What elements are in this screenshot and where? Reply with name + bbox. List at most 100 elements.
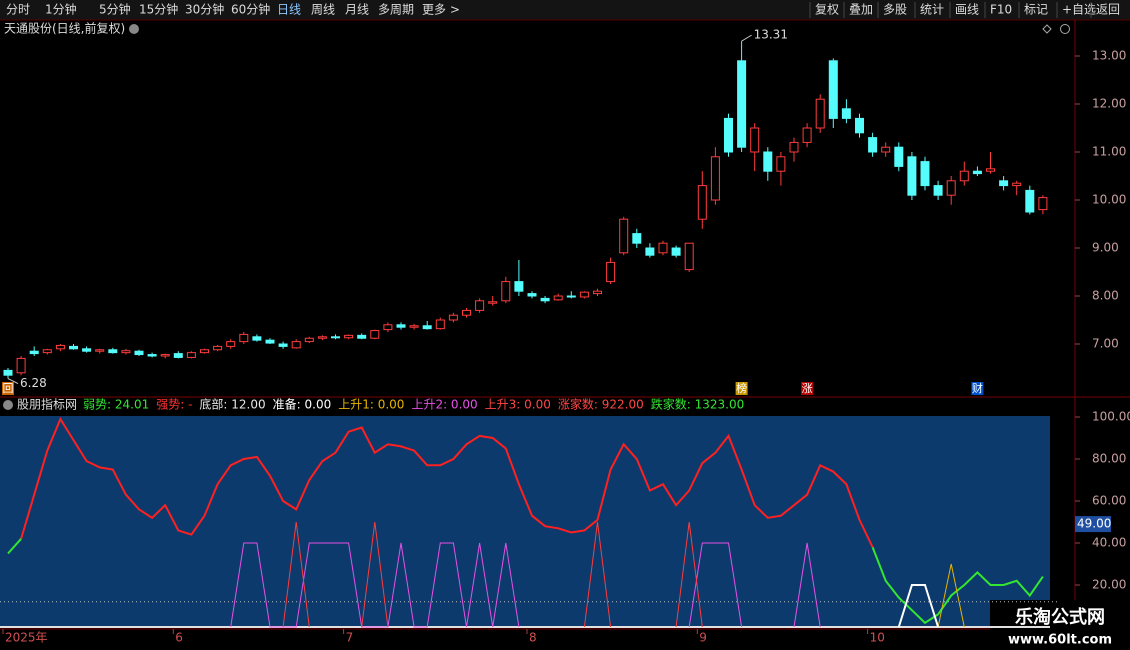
y-tick-label: 40.00 xyxy=(1092,536,1126,550)
menu-icon[interactable] xyxy=(129,24,139,34)
candle-body xyxy=(789,141,799,153)
candle-body xyxy=(160,354,170,357)
toolbar-item[interactable]: 复权 xyxy=(815,3,839,17)
date-label: 8 xyxy=(529,631,537,645)
candle-body xyxy=(409,325,419,328)
candle-body xyxy=(815,98,825,129)
candle-body xyxy=(226,341,236,347)
event-badge[interactable] xyxy=(801,382,814,395)
candle-body xyxy=(186,352,196,358)
candle-body xyxy=(946,180,956,196)
legend-item: 涨家数: 922.00 xyxy=(558,397,644,412)
toolbar-item[interactable]: 60分钟 xyxy=(231,2,270,17)
candle-body xyxy=(134,350,144,356)
candle-body xyxy=(462,309,471,316)
candle-body xyxy=(750,127,760,153)
toolbar-item[interactable]: 多股 xyxy=(883,3,907,17)
candle-body xyxy=(619,218,629,254)
legend-item: 跌家数: 1323.00 xyxy=(651,397,744,412)
candle-body xyxy=(855,117,864,134)
date-label: 7 xyxy=(346,631,354,645)
candle-body xyxy=(894,146,904,167)
date-label: 10 xyxy=(870,631,885,645)
candle-body xyxy=(422,325,432,330)
candle-body xyxy=(566,295,576,298)
extreme-pointer xyxy=(741,34,752,42)
event-label[interactable]: 财 xyxy=(972,381,983,395)
candle-body xyxy=(606,261,616,283)
event-badge[interactable] xyxy=(971,382,984,395)
toolbar-item[interactable]: 周线 xyxy=(311,3,335,17)
date-label: 9 xyxy=(699,631,707,645)
event-badge[interactable] xyxy=(2,382,14,395)
diamond-icon[interactable] xyxy=(1042,24,1052,34)
candle-body xyxy=(776,156,786,172)
y-tick-label: 13.00 xyxy=(1092,49,1126,63)
toolbar-item[interactable]: 日线 xyxy=(277,3,301,17)
candle-body xyxy=(828,60,838,119)
candle-body xyxy=(881,146,891,153)
toolbar-item[interactable]: 月线 xyxy=(345,3,369,17)
y-tick-label: 11.00 xyxy=(1092,145,1126,159)
toolbar-item[interactable]: F10 xyxy=(990,3,1012,17)
candle-body xyxy=(658,242,668,254)
toolbar-item[interactable]: 返回 xyxy=(1096,3,1120,17)
candle-body xyxy=(671,247,681,256)
event-label[interactable]: 涨 xyxy=(802,382,813,395)
candle-body xyxy=(959,170,969,182)
candle-body xyxy=(868,137,878,153)
candle-body xyxy=(435,319,445,330)
watermark-title: 乐淘公式网 xyxy=(1015,606,1105,628)
toolbar-item[interactable]: 30分钟 xyxy=(185,2,224,17)
indicator-line xyxy=(282,521,703,628)
candle-body xyxy=(933,185,943,196)
legend-item: 准备: 0.00 xyxy=(273,398,332,412)
candle-body xyxy=(291,341,301,349)
candle-body xyxy=(986,168,995,172)
toolbar-item[interactable]: 标记 xyxy=(1024,3,1048,17)
candle-body xyxy=(108,349,118,354)
toolbar-item[interactable]: 多周期 xyxy=(378,3,414,17)
circle-icon[interactable] xyxy=(1060,24,1070,34)
value-marker-label: 49.00 xyxy=(1077,517,1111,531)
toolbar-item[interactable]: 1分钟 xyxy=(45,2,77,17)
toolbar-item[interactable]: 画线 xyxy=(955,3,979,17)
legend-item: 上升2: 0.00 xyxy=(411,398,477,412)
toolbar-item[interactable]: 叠加 xyxy=(849,3,873,17)
candle-body xyxy=(593,290,602,295)
extreme-label: 6.28 xyxy=(20,376,47,390)
toolbar-item[interactable]: +自选 xyxy=(1062,3,1096,17)
candle-body xyxy=(370,330,380,339)
candle-body xyxy=(501,281,511,302)
candle-body xyxy=(16,357,26,374)
candle-body xyxy=(802,127,812,143)
y-tick-label: 80.00 xyxy=(1092,452,1126,466)
toolbar-item[interactable]: 分时 xyxy=(6,3,30,17)
indicator-line xyxy=(230,542,821,628)
toolbar-item[interactable]: 15分钟 xyxy=(139,2,178,17)
watermark-url: www.60lt.com xyxy=(1008,633,1112,648)
candle-body xyxy=(972,170,982,175)
event-badge[interactable] xyxy=(735,382,748,395)
candle-body xyxy=(907,156,917,196)
candle-body xyxy=(278,343,288,347)
candle-body xyxy=(55,344,65,350)
indicator-line xyxy=(20,416,874,548)
event-label[interactable]: 榜 xyxy=(736,381,747,395)
candle-body xyxy=(553,295,563,301)
toolbar xyxy=(0,0,1130,20)
candle-body xyxy=(3,369,13,376)
candle-body xyxy=(1025,189,1035,213)
candle-body xyxy=(920,161,930,187)
candle-body xyxy=(710,156,720,201)
candle-body xyxy=(488,301,498,304)
toolbar-item[interactable]: 5分钟 xyxy=(99,2,131,17)
candle-body xyxy=(265,339,275,344)
menu-icon[interactable] xyxy=(3,400,13,410)
toolbar-item[interactable]: 更多 > xyxy=(422,3,460,17)
toolbar-item[interactable]: 统计 xyxy=(920,3,944,17)
candle-body xyxy=(540,297,550,302)
candle-body xyxy=(697,185,707,220)
event-label[interactable]: 回 xyxy=(3,382,14,395)
candle-body xyxy=(645,247,655,256)
